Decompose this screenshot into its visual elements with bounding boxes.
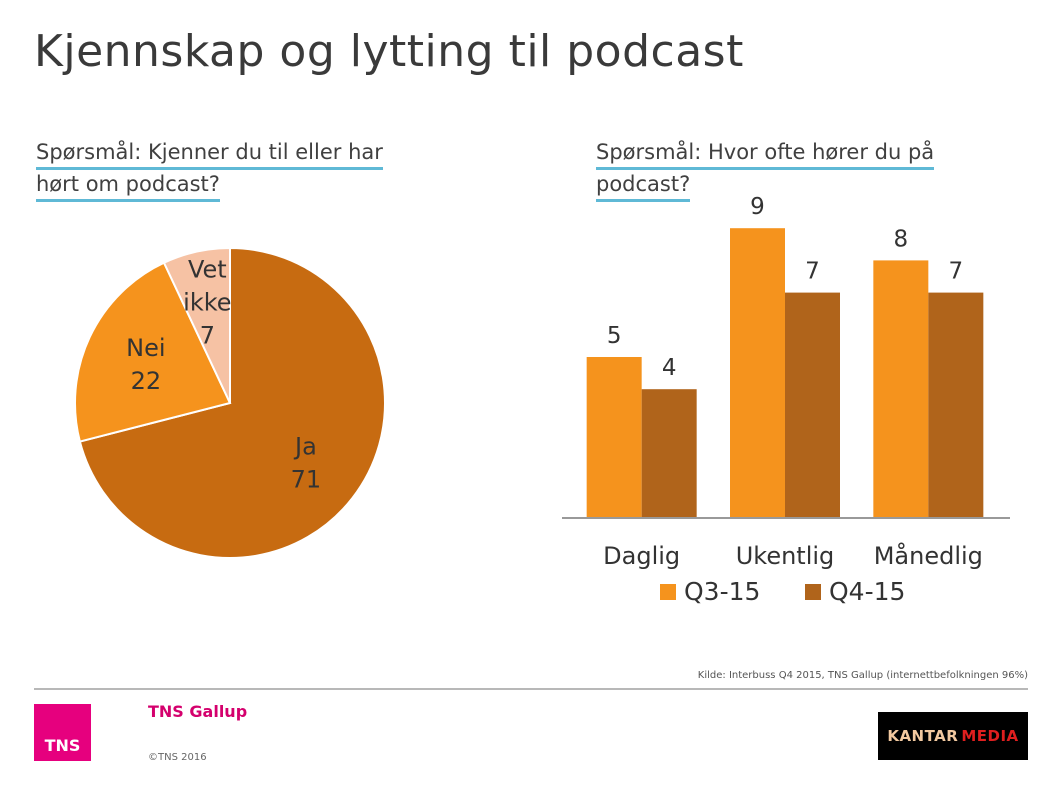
tns-logo: TNS: [34, 704, 91, 761]
tns-logo-text: TNS: [44, 736, 81, 755]
pie-slice-nei: [74, 261, 232, 443]
right-question-line2: podcast?: [596, 170, 691, 202]
bar-q3-15-daglig: [586, 357, 642, 518]
bar-value-label: 8: [894, 226, 909, 252]
kantar-media-logo: KANTAR MEDIA: [878, 712, 1028, 760]
bar-q4-15-daglig: [641, 389, 697, 518]
pie-label-vet-ikke: ikke: [183, 289, 231, 317]
pie-label-nei: Nei: [126, 334, 165, 362]
media-logo-text: MEDIA: [961, 727, 1019, 745]
copyright: ©TNS 2016: [148, 752, 207, 763]
footer-divider: [34, 688, 1028, 690]
legend-label-q3-15: Q3-15: [684, 577, 760, 606]
right-question: Spørsmål: Hvor ofte hører du på podcast?: [596, 138, 935, 202]
pie-value-nei: 22: [131, 367, 162, 395]
bar-value-label: 7: [805, 259, 820, 285]
pie-value-ja: 71: [291, 465, 322, 493]
legend-swatch-q4-15: [805, 584, 821, 600]
left-question-line2: hørt om podcast?: [36, 170, 220, 202]
legend-swatch-q3-15: [660, 584, 676, 600]
bar-value-label: 7: [949, 259, 964, 285]
category-label: Daglig: [603, 542, 680, 570]
pie-slice-vet-ikke: [162, 246, 231, 404]
slide-title: Kjennskap og lytting til podcast: [34, 26, 744, 77]
left-question-line1: Spørsmål: Kjenner du til eller har: [36, 138, 383, 170]
bar-q3-15-månedlig: [873, 260, 929, 518]
bar-q3-15-ukentlig: [730, 228, 785, 518]
left-question: Spørsmål: Kjenner du til eller har hørt …: [36, 138, 383, 202]
category-label: Månedlig: [874, 541, 983, 570]
bar-value-label: 5: [607, 323, 622, 349]
bar-q4-15-ukentlig: [785, 292, 840, 518]
pie-chart: Ja 71 Nei 22 Vet ikke 7: [74, 246, 386, 559]
right-question-line1: Spørsmål: Hvor ofte hører du på: [596, 138, 935, 170]
bar-value-label: 4: [662, 355, 677, 381]
bar-value-label: 9: [750, 194, 765, 220]
bar-q4-15-månedlig: [928, 292, 984, 518]
pie-label-ja: Ja: [293, 432, 317, 460]
bar-chart: 5 4 Daglig 9 7 Ukentlig 8 7 Månedlig Q3-15 Q4-15: [562, 194, 1010, 606]
kantar-logo-text: KANTAR: [887, 727, 959, 745]
pie-value-vet-ikke: 7: [200, 322, 215, 350]
category-label: Ukentlig: [736, 542, 835, 570]
legend-label-q4-15: Q4-15: [829, 577, 905, 606]
pie-label-vet-ikke: Vet: [188, 256, 227, 284]
source-note: Kilde: Interbuss Q4 2015, TNS Gallup (in…: [697, 670, 1028, 681]
brand-name: TNS Gallup: [148, 702, 248, 721]
pie-slice-ja: [78, 246, 386, 559]
